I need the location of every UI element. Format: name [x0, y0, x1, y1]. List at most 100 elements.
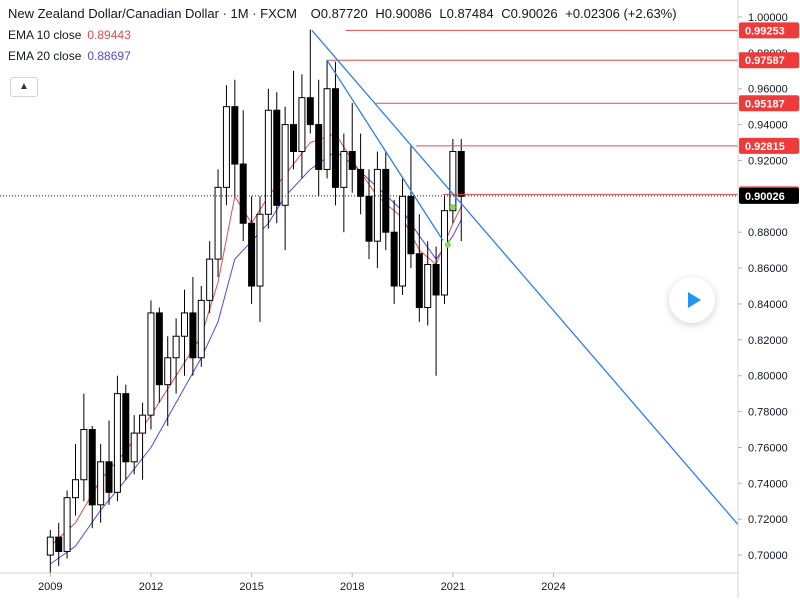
candle — [357, 133, 365, 215]
ema10-legend[interactable]: EMA 10 close 0.89443 — [8, 28, 681, 42]
candle — [457, 138, 465, 242]
candle-body — [139, 414, 147, 434]
candle — [80, 393, 88, 502]
price-axis: 0.70000 0.72000 0.74000 0.76000 0.78000 0.800… — [737, 0, 788, 598]
price-tick-label: 0.76000 — [748, 442, 788, 454]
ema20-legend[interactable]: EMA 20 close 0.88697 — [8, 49, 681, 63]
time-axis: 2009 2012 2015 2018 2021 2024 — [0, 572, 738, 593]
level-label-bg — [739, 137, 799, 154]
time-tick-label: 2012 — [139, 581, 163, 593]
price-tick-label: 0.78000 — [748, 407, 788, 419]
change-value: +0.02306 (+2.63%) — [565, 6, 677, 21]
candle — [373, 151, 381, 269]
candle — [331, 61, 339, 206]
price-tick-label: 1.00000 — [748, 12, 788, 24]
markers — [444, 204, 456, 248]
ema10-value: 0.89443 — [87, 28, 131, 42]
level-label-bg — [739, 22, 799, 39]
current-price-label-bg — [739, 187, 799, 204]
level-label: 0.97587 — [745, 55, 785, 67]
candle — [264, 88, 272, 229]
low-value: L0.87484 — [439, 6, 494, 21]
candle-body — [457, 150, 465, 197]
candle-body — [256, 213, 264, 287]
candle — [424, 241, 432, 326]
level-label-bg — [739, 95, 799, 112]
candle-body — [222, 106, 230, 188]
trendline — [326, 59, 444, 241]
candle — [63, 490, 71, 559]
price-tick-label: 0.84000 — [748, 299, 788, 311]
chart-legend: New Zealand Dollar/Canadian Dollar · 1M … — [8, 6, 681, 63]
candle-body — [365, 195, 373, 242]
candle-body — [214, 186, 222, 260]
candle-body — [306, 97, 314, 126]
candle-body — [46, 536, 54, 556]
candle — [323, 60, 331, 179]
ema10-label: EMA 10 close — [8, 28, 82, 42]
candle — [449, 138, 457, 224]
open-value: O0.87720 — [310, 6, 368, 21]
candle-body — [449, 150, 457, 212]
candle — [155, 307, 163, 403]
candle — [214, 169, 222, 278]
candle — [147, 300, 155, 430]
candle-body — [407, 195, 415, 255]
level-label: 0.95187 — [745, 98, 785, 110]
candle-body — [315, 124, 323, 170]
candle — [348, 103, 356, 193]
candle-body — [206, 258, 214, 301]
candle-body — [197, 299, 205, 359]
candle-body — [382, 168, 390, 233]
candle — [130, 415, 138, 475]
ema20-value: 0.88697 — [87, 49, 131, 63]
price-tick-label: 0.82000 — [748, 335, 788, 347]
candle — [340, 133, 348, 233]
play-button[interactable] — [669, 277, 715, 323]
candle — [46, 529, 54, 573]
candle-body — [323, 88, 331, 170]
candle-body — [130, 432, 138, 463]
candle — [440, 196, 448, 304]
candle-body — [97, 461, 105, 506]
price-tick-label: 0.96000 — [748, 84, 788, 96]
horizontal-levels — [327, 29, 738, 195]
symbol-title: New Zealand Dollar/Canadian Dollar · 1M … — [8, 6, 297, 21]
candle — [231, 79, 239, 197]
price-tick-label: 0.80000 — [748, 371, 788, 383]
candle — [181, 289, 188, 376]
candle-body — [298, 97, 306, 152]
candle-body — [88, 429, 96, 506]
price-tick-label: 0.70000 — [748, 550, 788, 562]
level-label-bg — [739, 52, 799, 69]
candle-body — [172, 335, 180, 359]
price-tick-label: 0.72000 — [748, 514, 788, 526]
candle — [71, 443, 79, 516]
candle-body — [248, 222, 256, 287]
candle-body — [357, 168, 365, 197]
candle — [281, 106, 289, 251]
ema20-label: EMA 20 close — [8, 49, 82, 63]
candle-body — [331, 88, 339, 188]
candle — [239, 110, 247, 242]
candle — [122, 384, 130, 480]
candle — [197, 286, 205, 367]
price-tick-label: 0.88000 — [748, 227, 788, 239]
candle — [189, 277, 197, 376]
price-labels: 0.992530.975870.951870.928150.901120.900… — [739, 22, 799, 204]
candle-body — [440, 210, 448, 296]
candle — [55, 522, 63, 566]
current-price-label: 0.90026 — [745, 191, 785, 203]
collapse-legend-button[interactable]: ▲ — [10, 77, 38, 97]
candle-body — [181, 312, 188, 337]
price-tick-label: 0.94000 — [748, 120, 788, 132]
candle-body — [105, 461, 113, 493]
candle — [382, 151, 390, 251]
candle-body — [415, 253, 423, 309]
candle — [97, 443, 105, 523]
candle — [365, 169, 373, 260]
candle-body — [71, 479, 79, 499]
candle-body — [164, 357, 172, 386]
